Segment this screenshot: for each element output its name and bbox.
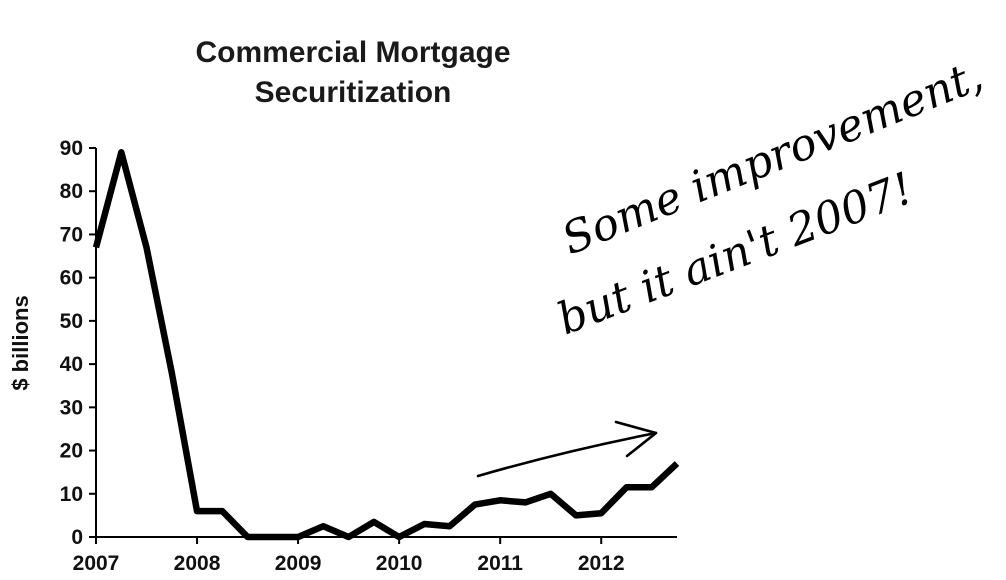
y-tick-label: 40: [60, 353, 83, 376]
annotation-arrowhead: [614, 420, 658, 458]
chart-title-line-1: Commercial Mortgage: [195, 36, 510, 69]
x-tick-label: 2010: [376, 552, 423, 575]
y-tick-label: 60: [60, 267, 83, 290]
x-tick-label: 2012: [578, 552, 625, 575]
annotation-arrow-shaft: [476, 431, 658, 478]
y-tick-label: 10: [60, 483, 83, 506]
x-tick-label: 2011: [477, 552, 523, 575]
annotation-arrow: [476, 420, 658, 478]
x-tick-label: 2009: [275, 552, 322, 575]
y-tick-label: 20: [60, 440, 83, 463]
x-ticks: 2007 2008 2009 2010 2011 2012: [73, 537, 625, 575]
x-tick-label: 2007: [73, 552, 120, 575]
series-points: [95, 152, 678, 538]
series-line: [92, 149, 680, 541]
y-tick-label: 70: [60, 223, 83, 246]
x-tick-label: 2008: [174, 552, 221, 575]
chart-title-line-2: Securitization: [255, 76, 452, 109]
y-tick-label: 90: [60, 137, 83, 160]
y-tick-label: 0: [71, 526, 83, 549]
y-tick-label: 30: [60, 396, 83, 419]
handwritten-annotation: Some improvement, but it ain't 2007!: [551, 50, 990, 345]
y-ticks: 0 10 20 30 40 50 60 70 80 90: [60, 137, 96, 549]
y-axis-label: $ billions: [8, 295, 33, 390]
y-tick-label: 80: [60, 180, 83, 203]
y-tick-label: 50: [60, 310, 83, 333]
